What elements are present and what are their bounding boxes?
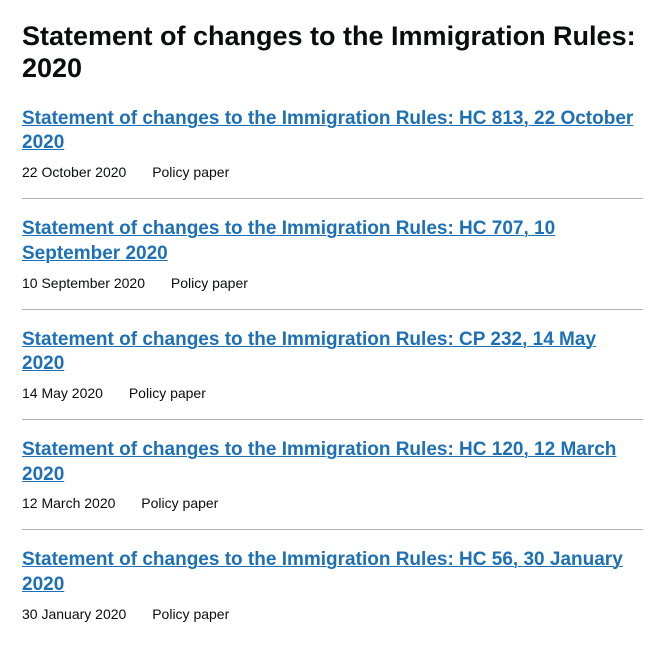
item-date: 30 January 2020 bbox=[22, 606, 126, 622]
list-item: Statement of changes to the Immigration … bbox=[22, 328, 643, 420]
item-meta: 10 September 2020 Policy paper bbox=[22, 275, 643, 291]
item-type: Policy paper bbox=[141, 495, 218, 511]
document-link[interactable]: Statement of changes to the Immigration … bbox=[22, 217, 643, 266]
list-item: Statement of changes to the Immigration … bbox=[22, 217, 643, 309]
document-link[interactable]: Statement of changes to the Immigration … bbox=[22, 328, 643, 377]
list-item: Statement of changes to the Immigration … bbox=[22, 438, 643, 530]
document-link[interactable]: Statement of changes to the Immigration … bbox=[22, 548, 643, 597]
item-date: 22 October 2020 bbox=[22, 164, 126, 180]
item-type: Policy paper bbox=[129, 385, 206, 401]
item-meta: 30 January 2020 Policy paper bbox=[22, 606, 643, 622]
list-item: Statement of changes to the Immigration … bbox=[22, 548, 643, 639]
item-meta: 12 March 2020 Policy paper bbox=[22, 495, 643, 511]
item-type: Policy paper bbox=[171, 275, 248, 291]
list-item: Statement of changes to the Immigration … bbox=[22, 107, 643, 199]
item-meta: 22 October 2020 Policy paper bbox=[22, 164, 643, 180]
document-link[interactable]: Statement of changes to the Immigration … bbox=[22, 438, 643, 487]
item-date: 10 September 2020 bbox=[22, 275, 145, 291]
item-type: Policy paper bbox=[152, 606, 229, 622]
item-date: 14 May 2020 bbox=[22, 385, 103, 401]
page-title: Statement of changes to the Immigration … bbox=[22, 20, 643, 85]
item-type: Policy paper bbox=[152, 164, 229, 180]
item-meta: 14 May 2020 Policy paper bbox=[22, 385, 643, 401]
document-link[interactable]: Statement of changes to the Immigration … bbox=[22, 107, 643, 156]
item-date: 12 March 2020 bbox=[22, 495, 115, 511]
document-list: Statement of changes to the Immigration … bbox=[22, 107, 643, 640]
